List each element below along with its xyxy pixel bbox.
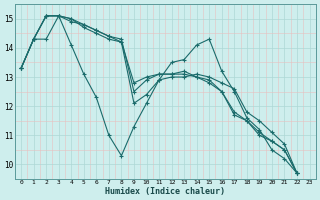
X-axis label: Humidex (Indice chaleur): Humidex (Indice chaleur) [105, 187, 225, 196]
